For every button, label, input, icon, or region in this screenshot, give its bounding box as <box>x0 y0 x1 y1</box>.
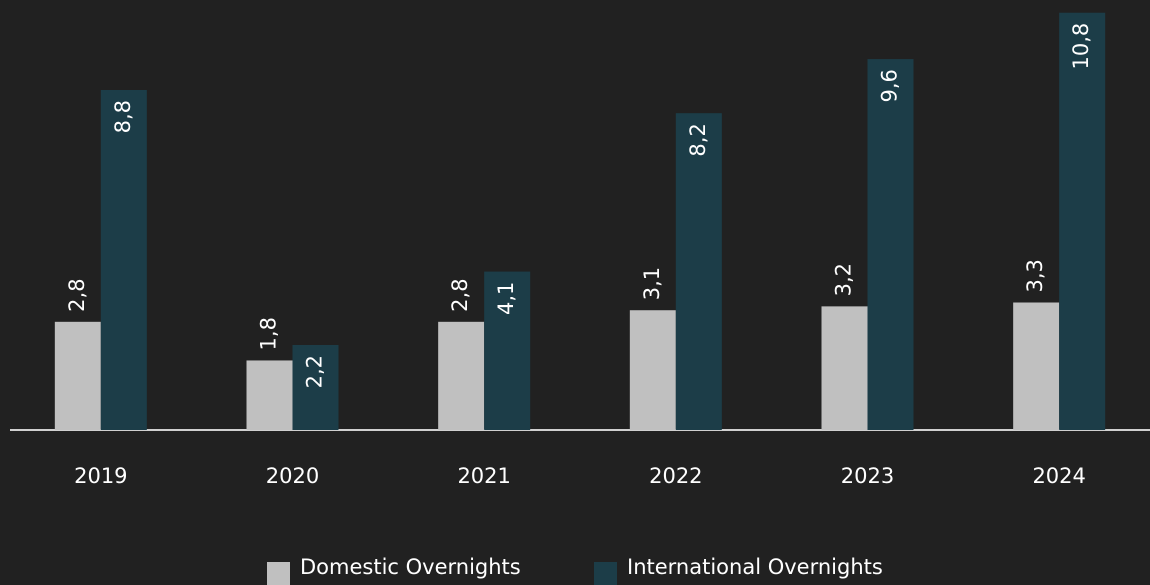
data-label: 2,2 <box>303 355 327 388</box>
x-tick-label: 2022 <box>649 464 702 488</box>
x-tick-label: 2021 <box>457 464 510 488</box>
bar <box>821 306 868 430</box>
legend-swatch <box>267 562 290 585</box>
data-label: 8,2 <box>686 123 710 156</box>
bar <box>675 113 722 430</box>
bar <box>629 310 676 430</box>
data-label: 1,8 <box>257 317 281 350</box>
bar <box>100 90 147 430</box>
bar <box>246 360 293 430</box>
data-label: 9,6 <box>878 69 902 102</box>
x-tick-label: 2024 <box>1032 464 1085 488</box>
legend-label: Domestic Overnights <box>300 555 521 579</box>
bar <box>484 271 531 430</box>
bar <box>1059 12 1106 431</box>
bar <box>54 321 101 430</box>
bar <box>867 59 914 430</box>
x-tick-label: 2020 <box>266 464 319 488</box>
bar <box>292 345 339 430</box>
data-label: 3,3 <box>1023 259 1047 292</box>
data-label: 2,8 <box>65 278 89 311</box>
data-label: 3,1 <box>640 267 664 300</box>
bar <box>438 321 485 430</box>
data-label: 8,8 <box>111 100 135 133</box>
legend-label: International Overnights <box>627 555 883 579</box>
data-label: 4,1 <box>494 282 518 315</box>
x-tick-label: 2019 <box>74 464 127 488</box>
bar <box>1013 302 1060 430</box>
data-label: 3,2 <box>832 263 856 296</box>
data-label: 2,8 <box>448 278 472 311</box>
data-label: 10,8 <box>1069 23 1093 70</box>
x-tick-label: 2023 <box>841 464 894 488</box>
legend-swatch <box>594 562 617 585</box>
